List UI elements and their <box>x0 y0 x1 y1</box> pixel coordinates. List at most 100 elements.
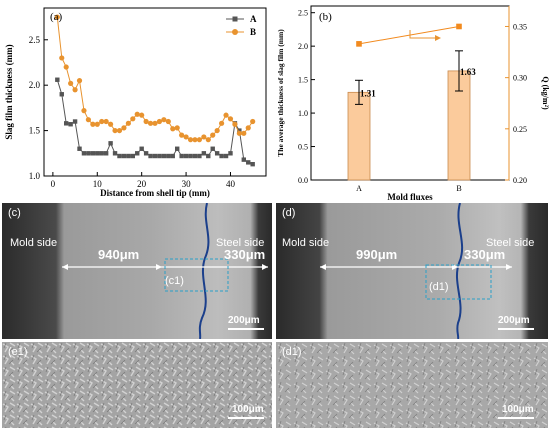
chart-a: 0 10 20 30 40 1.0 1.5 2.0 2.5 (a) Distance from … <box>4 7 267 198</box>
a-point-A <box>143 151 149 156</box>
a-point-A <box>64 121 69 126</box>
c-boundary-line <box>198 203 210 339</box>
d-mold-side: Mold side <box>282 237 330 249</box>
micrograph-c-image <box>2 203 272 339</box>
a-point-A <box>95 151 100 156</box>
micrograph-d1: (d1) 100μm <box>276 342 548 428</box>
chart-a-legend: A B <box>226 14 257 37</box>
a-point-A <box>192 153 198 159</box>
micrograph-c: (c) Mold side Steel side 940μm 330μm (c1… <box>2 203 272 339</box>
d-boundary-line <box>455 203 464 339</box>
b-ytick-label: 1.5 <box>298 76 308 85</box>
c-inset-label: (c1) <box>165 275 184 287</box>
b-ytick-label: 2.5 <box>298 9 308 18</box>
a-point-A <box>130 153 135 159</box>
a-point-B <box>192 137 198 143</box>
a-point-A <box>206 153 211 159</box>
micrograph-e1-image <box>2 342 272 428</box>
b-y2tick-label: 0.35 <box>513 22 527 31</box>
b-ytick-label: 2.0 <box>298 42 308 51</box>
a-point-B <box>156 118 163 125</box>
b-ytick-label: 0.0 <box>298 176 308 185</box>
a-point-B <box>174 125 180 131</box>
c-inset-box <box>164 258 229 292</box>
chart-a-xlabel: Distance from shell tip (mm) <box>100 188 210 198</box>
a-point-A <box>161 153 167 159</box>
a-point-A <box>68 122 73 127</box>
a-xtick-label: 0 <box>51 179 56 189</box>
a-point-A <box>99 151 104 156</box>
a-point-A <box>90 151 96 156</box>
b-q-point <box>456 23 462 30</box>
a-point-B <box>125 120 131 126</box>
b-y2tick-label: 0.30 <box>513 74 527 83</box>
e1-label: (e1) <box>8 346 28 358</box>
a-point-A <box>126 153 131 159</box>
c-dim-right: 330μm <box>224 247 266 262</box>
chart-b-panel-label: (b) <box>319 11 332 23</box>
a-point-B <box>90 121 96 127</box>
a-point-A <box>135 151 140 156</box>
a-point-A <box>183 153 189 159</box>
c-label: (c) <box>8 207 21 219</box>
a-point-B <box>85 117 91 123</box>
a-point-A <box>157 153 162 159</box>
b-q-point <box>356 41 362 47</box>
a-point-A <box>223 153 229 159</box>
chart-b-xlabel: Mold fluxes <box>387 192 433 202</box>
b-ytick-label: 0.5 <box>298 143 308 152</box>
a-point-B <box>99 118 105 125</box>
a-ytick-label: 2.5 <box>29 35 41 45</box>
chart-b: 0.0 0.5 1.0 1.5 2.0 2.5 0.20 0.25 0.30 0.35 A B 1.3… <box>276 5 550 202</box>
a-point-A <box>166 153 171 159</box>
a-point-B <box>170 126 176 132</box>
a-point-B <box>223 112 229 118</box>
a-point-A <box>112 151 118 156</box>
a-point-B <box>134 111 140 117</box>
a-point-B <box>72 87 78 93</box>
a-point-A <box>214 151 220 156</box>
a-point-A <box>81 151 87 156</box>
a-xtick-label: 10 <box>93 179 103 189</box>
a-point-A <box>103 151 109 156</box>
legend-a-label: A <box>250 14 257 24</box>
a-point-A <box>237 128 242 133</box>
d1-scale-label: 100μm <box>502 404 534 415</box>
a-xtick-label: 20 <box>137 179 147 189</box>
b-xtick-label: A <box>356 184 362 193</box>
micrograph-d: (d) Mold side Steel side 990μm 330μm (d1… <box>276 203 548 339</box>
q-arrow-line <box>409 30 435 39</box>
a-point-A <box>241 157 246 162</box>
b-y2tick-label: 0.25 <box>513 125 527 134</box>
d-steel-side: Steel side <box>486 237 535 249</box>
q-arrow-head <box>435 35 441 41</box>
chart-b-y2label: Q (kg/m²) <box>541 76 550 110</box>
b-y2tick-label: 0.20 <box>513 176 527 185</box>
chart-a-ylabel: Slag film thickness (mm) <box>4 44 14 139</box>
micrograph-d-image <box>276 203 548 339</box>
a-point-B <box>201 134 207 140</box>
a-point-B <box>241 130 247 136</box>
c-steel-side: Steel side <box>216 237 265 249</box>
a-point-A <box>72 119 78 124</box>
a-point-A <box>77 146 82 151</box>
a-point-B <box>219 120 225 126</box>
legend-b-label: B <box>250 27 256 37</box>
a-point-B <box>196 137 202 143</box>
a-point-A <box>179 153 184 159</box>
a-point-B <box>165 118 171 125</box>
d-label: (d) <box>282 207 296 219</box>
a-point-B <box>205 137 211 143</box>
a-xtick-label: 40 <box>226 179 236 189</box>
a-point-A <box>250 161 255 167</box>
a-point-B <box>227 116 234 122</box>
a-point-A <box>197 153 202 159</box>
a-point-B <box>94 121 100 127</box>
a-point-A <box>210 146 215 151</box>
a-point-B <box>116 127 123 134</box>
d-inset-label: (d1) <box>429 281 449 293</box>
a-point-A <box>175 146 180 151</box>
e1-scale-label: 100μm <box>232 404 264 415</box>
a-ytick-label: 1.5 <box>29 126 41 136</box>
a-point-B <box>68 80 74 86</box>
